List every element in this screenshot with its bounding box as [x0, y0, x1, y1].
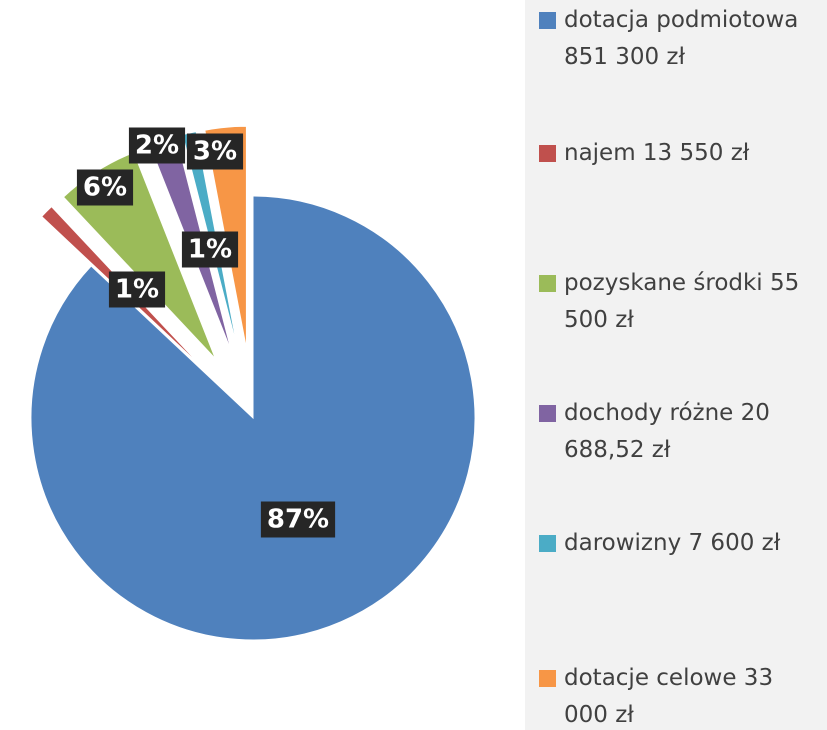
data-label: 87% [267, 505, 329, 535]
legend-entry: dotacja podmiotowa 851 300 zł [539, 2, 819, 76]
data-label-box [76, 169, 134, 206]
legend-swatch [539, 405, 556, 422]
legend-entry: dochody różne 20 688,52 zł [539, 395, 819, 469]
legend-swatch [539, 145, 556, 162]
legend: dotacja podmiotowa 851 300 zł najem 13 55… [525, 0, 827, 730]
data-label-box [260, 501, 336, 538]
pie-area: 87% 1% 6% 2% 1% 3% [30, 125, 476, 641]
data-label: 1% [188, 235, 232, 265]
data-label-box [181, 231, 239, 268]
data-label-box [128, 127, 186, 164]
legend-label: dochody różne 20 688,52 zł [564, 400, 770, 463]
legend-label: najem 13 550 zł [564, 140, 750, 166]
data-label-box [108, 271, 166, 308]
legend-swatch [539, 670, 556, 687]
data-label-box [186, 133, 244, 170]
legend-label: pozyskane środki 55 500 zł [564, 270, 800, 333]
legend-swatch [539, 12, 556, 29]
pie-slice [30, 195, 476, 641]
data-label: 1% [115, 275, 159, 305]
data-label: 3% [193, 137, 237, 167]
data-label: 2% [135, 131, 179, 161]
legend-entry: pozyskane środki 55 500 zł [539, 265, 819, 339]
legend-swatch [539, 275, 556, 292]
legend-swatch [539, 535, 556, 552]
legend-entry: najem 13 550 zł [539, 135, 819, 172]
legend-entry: darowizny 7 600 zł [539, 525, 819, 562]
legend-entry: dotacje celowe 33 000 zł [539, 660, 819, 730]
legend-label: dotacje celowe 33 000 zł [564, 665, 774, 728]
legend-label: dotacja podmiotowa 851 300 zł [564, 7, 799, 70]
data-label: 6% [83, 173, 127, 203]
legend-label: darowizny 7 600 zł [564, 530, 781, 556]
